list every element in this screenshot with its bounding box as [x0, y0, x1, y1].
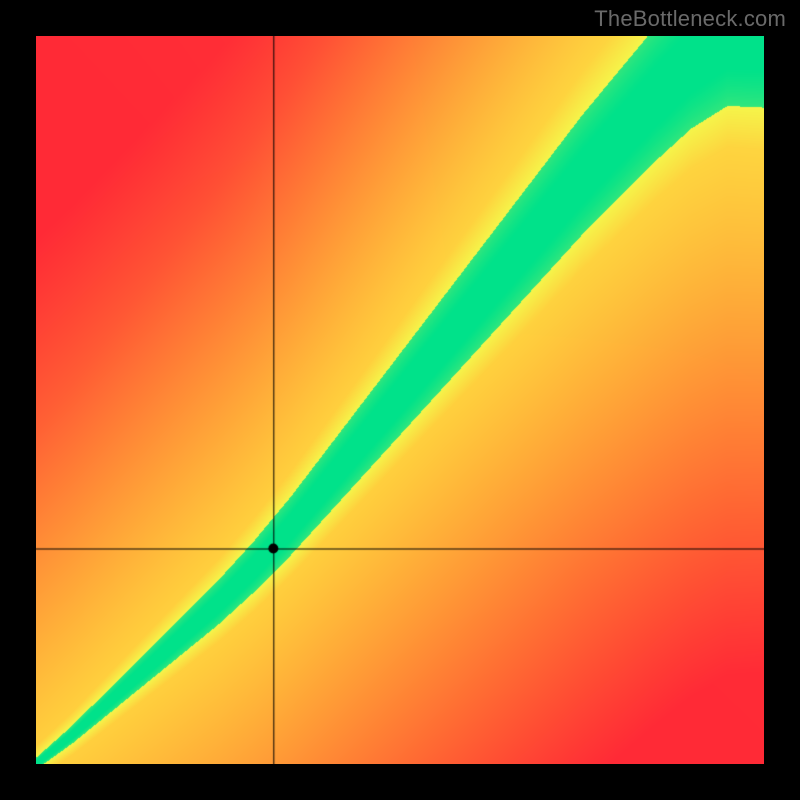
heatmap-canvas: [36, 36, 764, 764]
plot-frame: [36, 36, 764, 764]
watermark-text: TheBottleneck.com: [594, 6, 786, 32]
chart-outer: TheBottleneck.com: [0, 0, 800, 800]
